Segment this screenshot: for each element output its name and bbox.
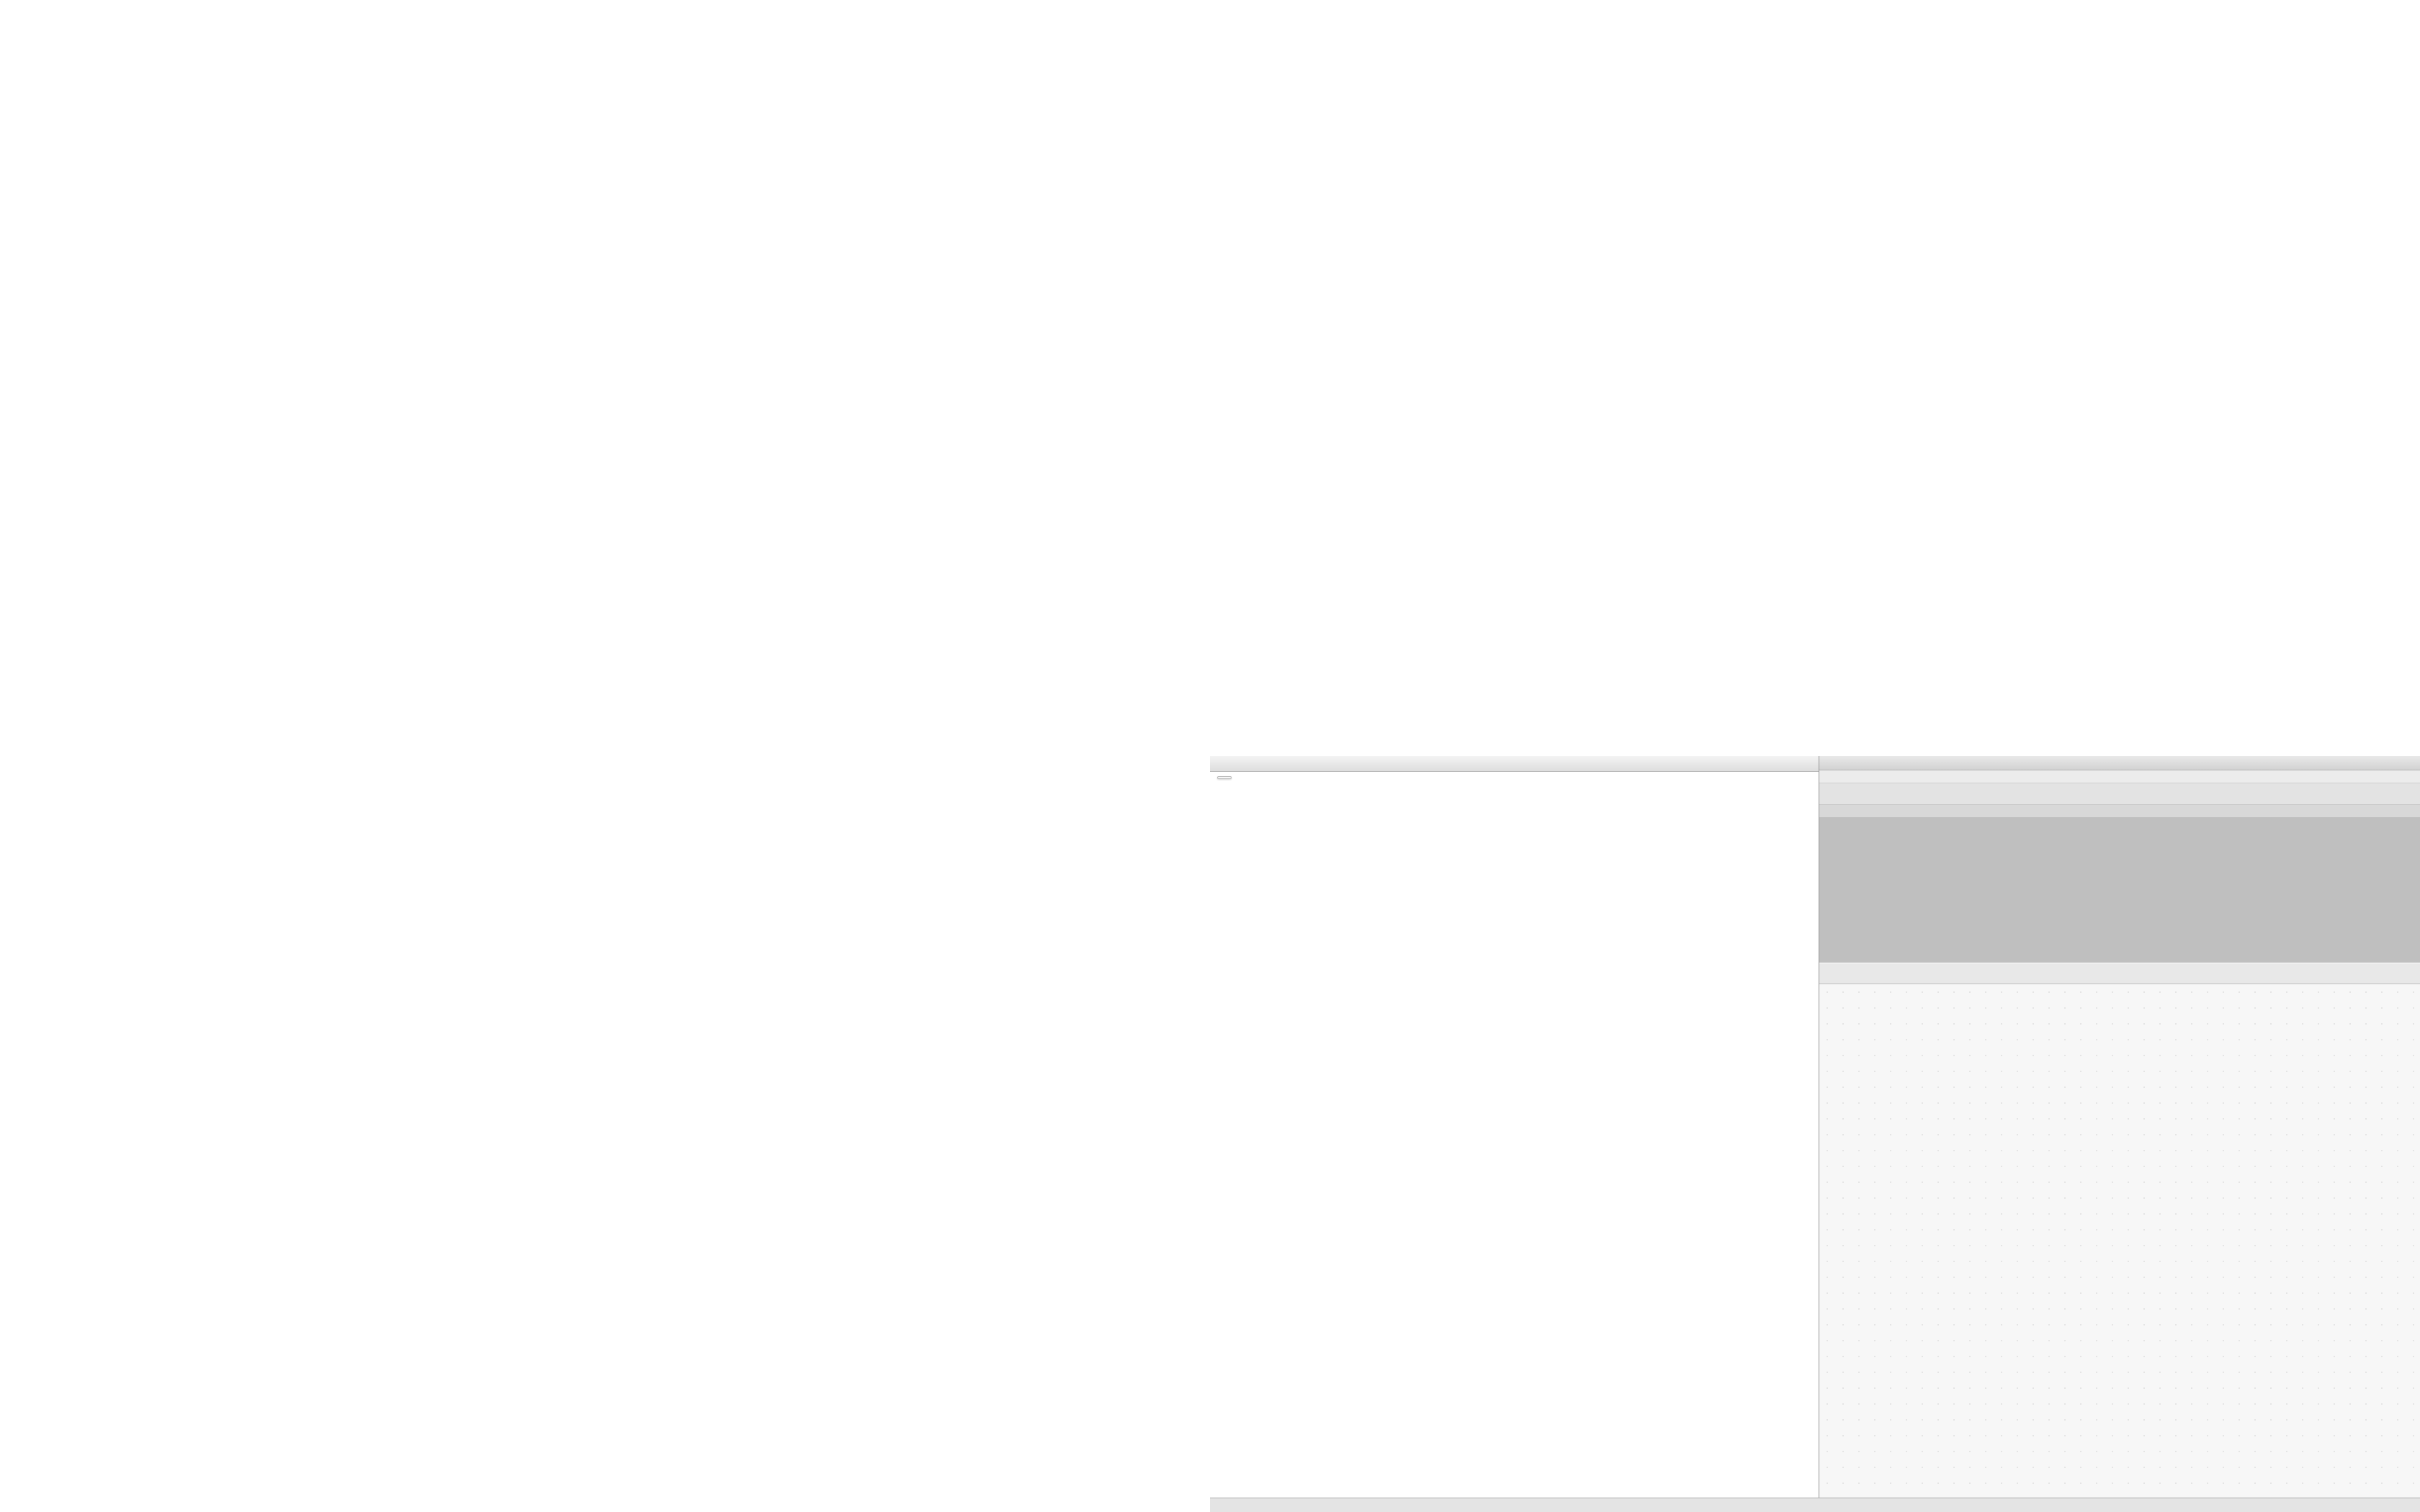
ribbon-letter-tabs — [1819, 783, 2420, 805]
grasshopper-titlebar — [1819, 756, 2420, 770]
viewport-canvas[interactable] — [1210, 772, 1819, 1498]
quadrant-base — [1210, 756, 2420, 1512]
viewport-titlebar — [1210, 756, 1819, 772]
grasshopper-menubar — [1819, 770, 2420, 783]
apollonian-fractal — [1210, 772, 1819, 1498]
node-canvas[interactable] — [1819, 984, 2420, 1498]
component-category-panels — [1819, 817, 2420, 963]
workspace — [1210, 756, 2420, 1512]
ribbon-tabs — [1819, 805, 2420, 817]
canvas-toolbar — [1819, 963, 2420, 984]
quadrant-bottom-left — [0, 756, 1210, 1512]
taskbar — [1210, 1498, 2420, 1512]
rhino-viewport[interactable] — [1210, 756, 1819, 1498]
quadrant-top-right — [1210, 0, 2420, 756]
quadrant-top-left — [0, 0, 1210, 756]
viewport-tab-top[interactable] — [1217, 776, 1232, 779]
grasshopper-window — [1819, 756, 2420, 1498]
